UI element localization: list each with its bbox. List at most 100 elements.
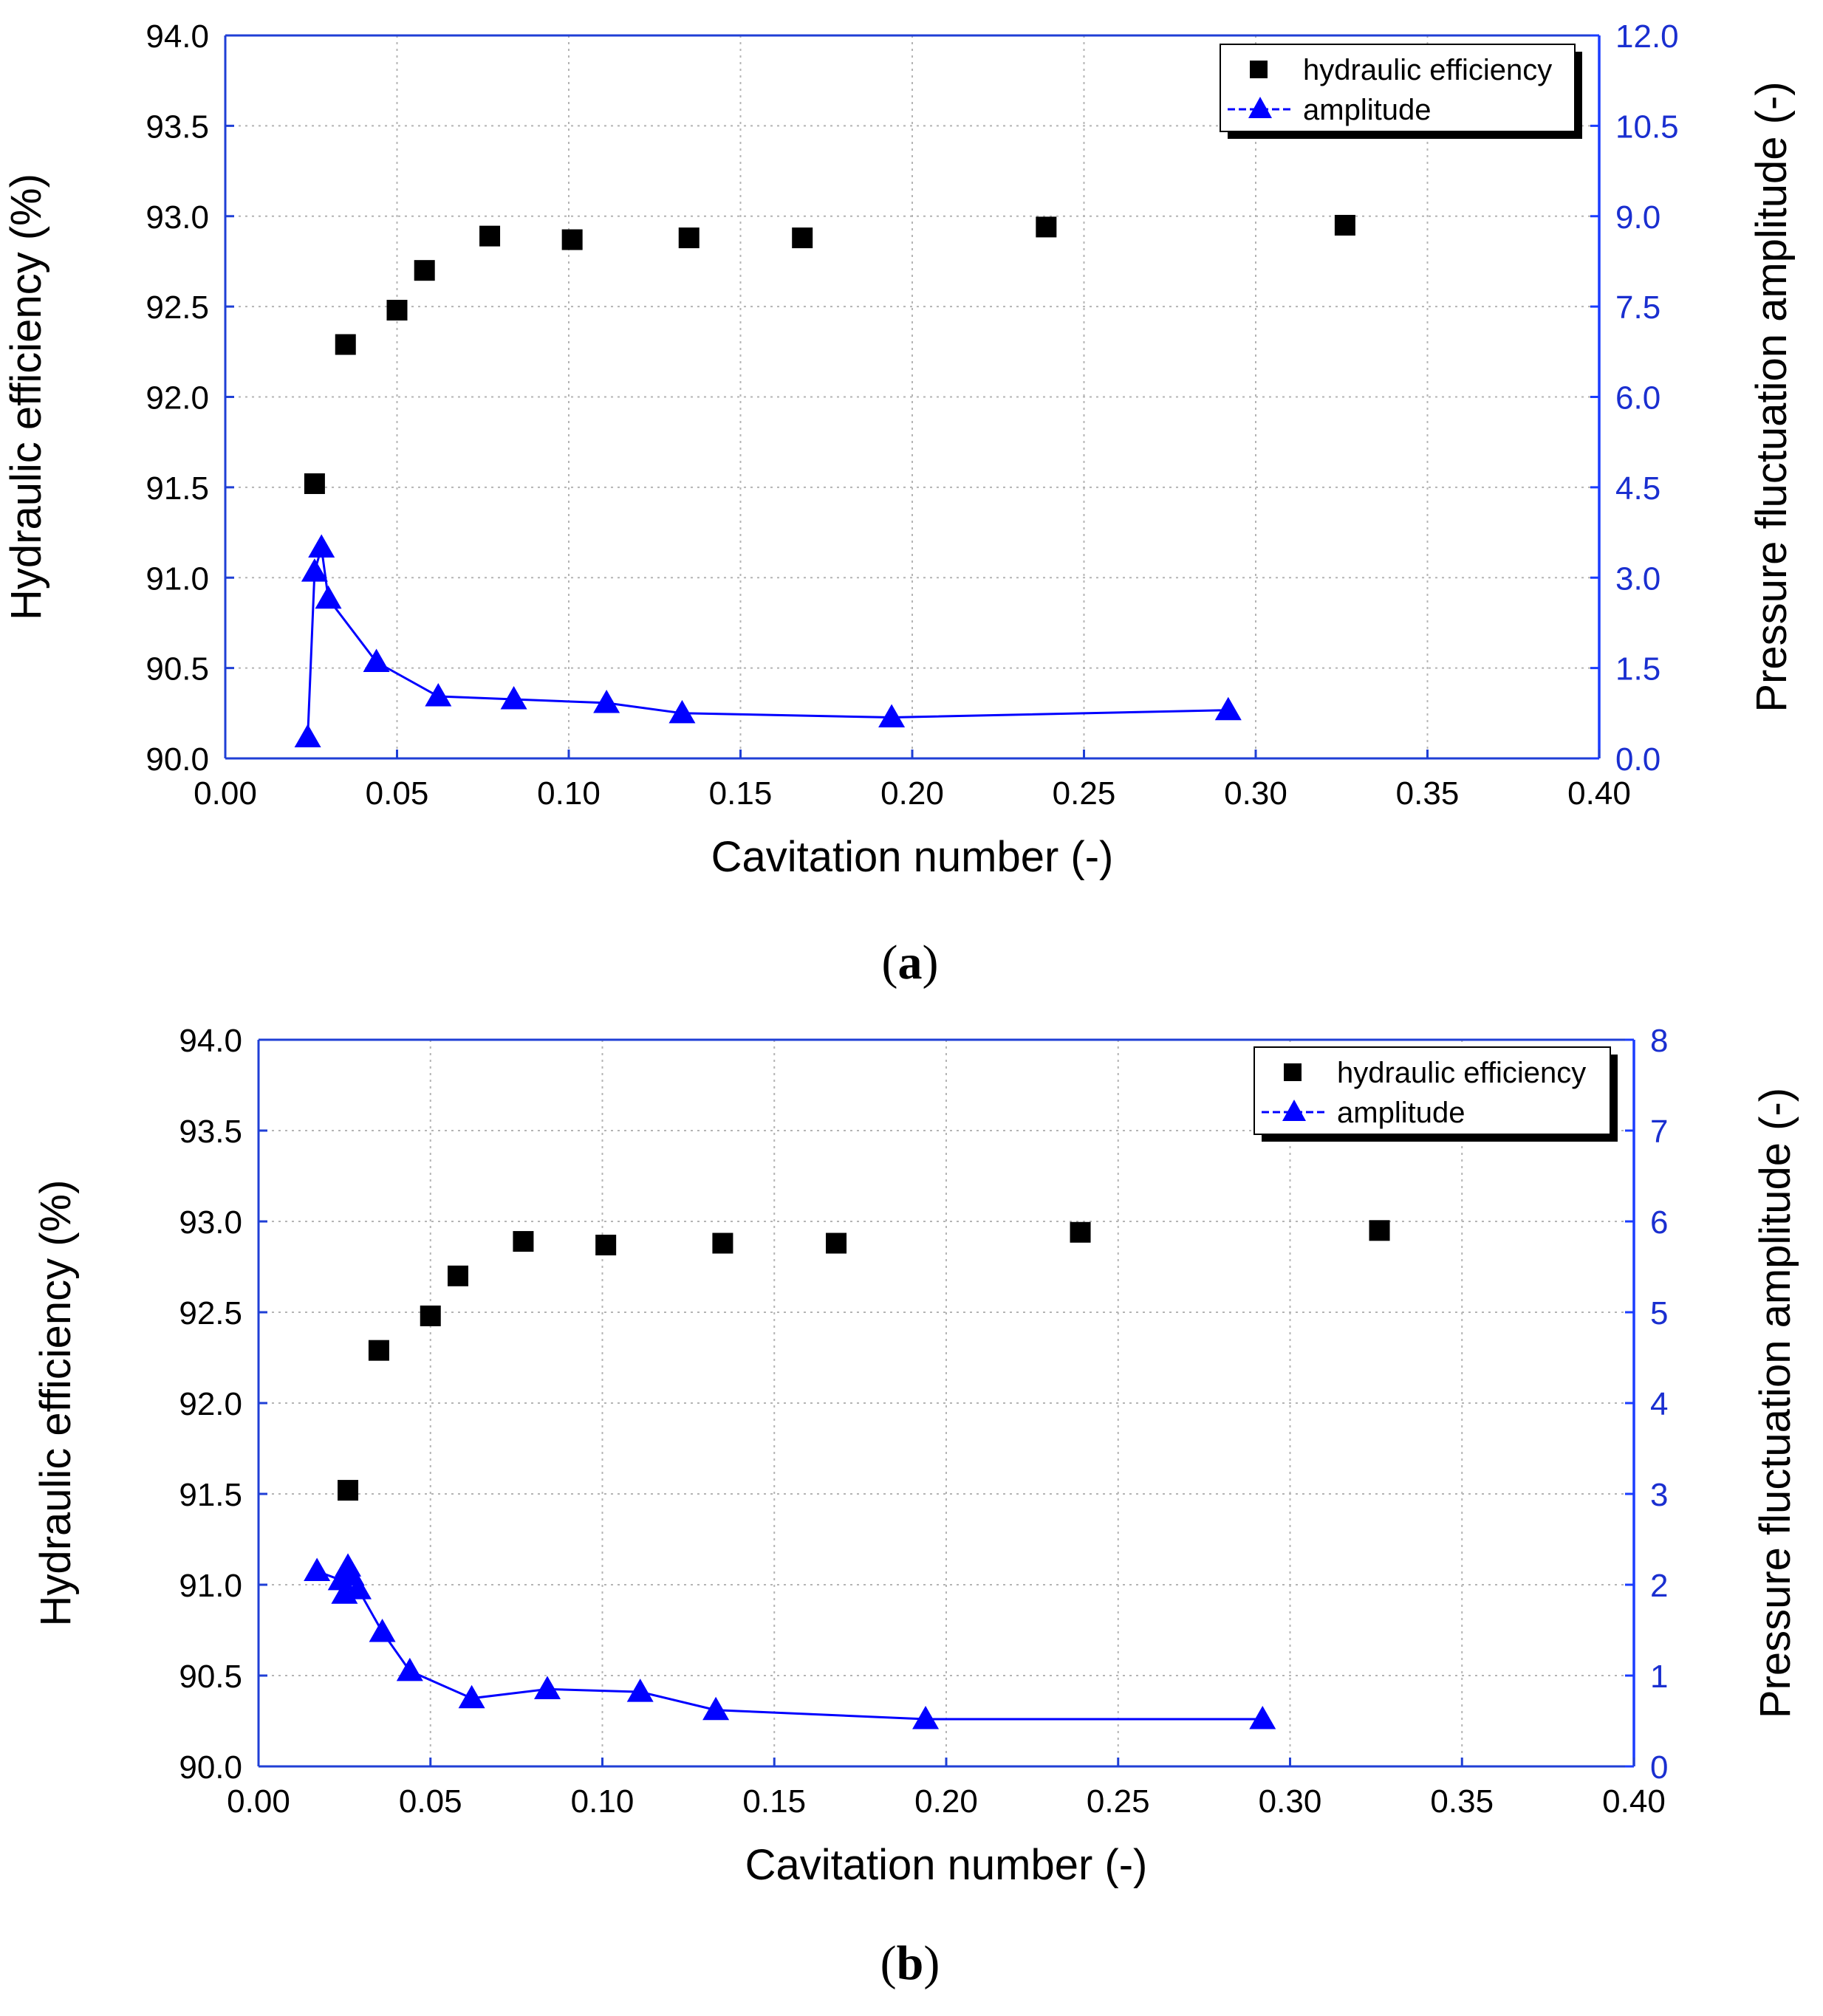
amplitude-point (593, 689, 620, 713)
efficiency-point (826, 1232, 847, 1254)
legend-label-efficiency: hydraulic efficiency (1337, 1057, 1586, 1089)
amplitude-point (878, 704, 906, 728)
series-hydraulic-efficiency (338, 1220, 1390, 1501)
y2-tick-label: 6.0 (1615, 380, 1660, 416)
y-axis-title: Hydraulic efficiency (%) (32, 1180, 80, 1627)
y2-tick-label: 1 (1650, 1659, 1668, 1695)
legend-square-icon (1284, 1063, 1302, 1081)
caption-letter: b (897, 1936, 924, 1990)
panel-caption: (a) (882, 936, 939, 990)
amplitude-point (702, 1696, 730, 1721)
y-tick-label: 92.0 (179, 1386, 242, 1422)
legend-box (1253, 1046, 1611, 1135)
amplitude-point (315, 585, 342, 609)
y2-tick-label: 12.0 (1615, 18, 1679, 55)
y-tick-label: 92.0 (146, 380, 209, 416)
efficiency-point (1070, 1221, 1091, 1243)
amplitude-point (369, 1618, 396, 1642)
y2-tick-label: 7 (1650, 1114, 1668, 1150)
amplitude-point (294, 724, 321, 747)
x-tick-label: 0.40 (1602, 1783, 1666, 1820)
x-axis-title: Cavitation number (-) (745, 1841, 1148, 1889)
x-tick-label: 0.25 (1053, 775, 1116, 812)
x-tick-label: 0.00 (227, 1783, 290, 1820)
chart-panel-b: 0.00 0.05 0.10 0.15 0.20 0.25 0.30 0.35 0.40 90.0… (32, 1023, 1799, 1990)
efficiency-point (1334, 214, 1355, 236)
efficiency-point (792, 227, 813, 249)
x-tick-label: 0.30 (1224, 775, 1287, 812)
x-tick-label: 0.10 (571, 1783, 635, 1820)
amplitude-point (912, 1706, 940, 1729)
y2-tick-label: 6 (1650, 1204, 1668, 1241)
efficiency-point (1369, 1220, 1390, 1241)
series-hydraulic-efficiency (304, 214, 1355, 494)
amplitude-point (363, 648, 390, 672)
efficiency-point (386, 300, 408, 321)
legend-triangle-icon (1282, 1100, 1306, 1121)
caption-close-paren: ) (923, 936, 939, 990)
efficiency-point (479, 225, 501, 247)
efficiency-point (712, 1232, 733, 1254)
legend-square-icon (1250, 61, 1268, 78)
y2-tick-label: 7.5 (1615, 289, 1660, 326)
efficiency-point (561, 229, 583, 250)
y2-tick-label: 3.0 (1615, 560, 1660, 597)
efficiency-point (335, 334, 356, 355)
legend-box (1220, 44, 1576, 132)
legend-label-amplitude: amplitude (1337, 1097, 1465, 1129)
x-tick-label: 0.35 (1430, 1783, 1494, 1820)
y2-tick-label: 4.5 (1615, 470, 1660, 507)
efficiency-point (304, 473, 325, 494)
y2-tick-label: 0 (1650, 1749, 1668, 1786)
amplitude-point (425, 682, 452, 707)
x-tick-label: 0.15 (709, 775, 773, 812)
amplitude-point (308, 534, 335, 558)
amplitude-point (626, 1679, 654, 1702)
y2-tick-label: 1.5 (1615, 651, 1660, 688)
amplitude-point (668, 699, 696, 724)
amplitude-point (1249, 1706, 1276, 1729)
amplitude-point (500, 686, 527, 710)
x-tick-label: 0.40 (1567, 775, 1631, 812)
caption-close-paren: ) (923, 1936, 940, 1990)
caption-open-paren: ( (882, 936, 898, 990)
x-tick-label: 0.10 (537, 775, 601, 812)
x-tick-label: 0.20 (880, 775, 944, 812)
efficiency-point (368, 1340, 389, 1361)
x-tick-label: 0.35 (1396, 775, 1460, 812)
x-tick-label: 0.05 (399, 1783, 462, 1820)
amplitude-point (304, 1557, 331, 1582)
y-tick-label: 93.5 (179, 1114, 242, 1150)
y2-axis-title: Pressure fluctuation amplitude (-) (1751, 1088, 1799, 1718)
efficiency-point (338, 1480, 359, 1501)
y2-axis-title: Pressure fluctuation amplitude (-) (1748, 81, 1796, 712)
x-tick-label: 0.15 (742, 1783, 806, 1820)
efficiency-point (513, 1231, 534, 1252)
amplitude-point (1214, 696, 1242, 721)
efficiency-point (420, 1305, 441, 1326)
y2-tick-label: 5 (1650, 1295, 1668, 1331)
legend-label-amplitude: amplitude (1303, 94, 1431, 126)
y-tick-label: 93.0 (146, 199, 209, 236)
legend-label-efficiency: hydraulic efficiency (1303, 54, 1552, 86)
efficiency-point (1036, 216, 1057, 238)
y2-tick-label: 0.0 (1615, 741, 1660, 778)
y-tick-label: 91.5 (146, 470, 209, 507)
legend: hydraulic efficiency amplitude (1253, 1046, 1618, 1142)
amplitude-point (396, 1657, 423, 1681)
chart-panel-a: 0.00 0.05 0.10 0.15 0.20 0.25 0.30 0.35 0.40 90.0… (2, 18, 1796, 990)
y-tick-label: 94.0 (146, 18, 209, 55)
caption-open-paren: ( (880, 1936, 897, 1990)
amplitude-point (344, 1576, 372, 1600)
y2-tick-label: 10.5 (1615, 109, 1679, 145)
y-tick-label: 92.5 (146, 289, 209, 326)
y2-tick-label: 9.0 (1615, 199, 1660, 236)
y-tick-label: 91.5 (179, 1477, 242, 1513)
y2-tick-label: 8 (1650, 1023, 1668, 1059)
y-tick-label: 93.0 (179, 1204, 242, 1241)
y-axis-title: Hydraulic efficiency (%) (2, 174, 50, 620)
y-tick-label: 90.5 (179, 1659, 242, 1695)
y-tick-label: 92.5 (179, 1295, 242, 1331)
legend: hydraulic efficiency amplitude (1220, 44, 1582, 139)
